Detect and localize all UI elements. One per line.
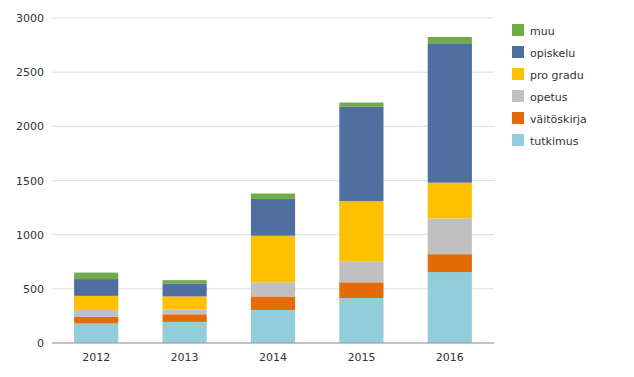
legend: muu opiskelu pro gradu opetus väitöskirja tut… bbox=[512, 24, 587, 148]
bar-segment bbox=[163, 280, 207, 283]
grid-line bbox=[52, 18, 494, 19]
legend-swatch bbox=[512, 68, 524, 80]
legend-label: opetus bbox=[530, 91, 568, 104]
y-tick-label: 2000 bbox=[16, 120, 44, 133]
bar-segment bbox=[428, 183, 472, 219]
bar-segment bbox=[74, 273, 118, 280]
bar-segment bbox=[74, 317, 118, 324]
bar-segment bbox=[339, 201, 383, 261]
bar-segment bbox=[251, 199, 295, 236]
chart-container: 0 500 1000 1500 2000 2500 3000 2012 2013 2014 2015… bbox=[0, 0, 634, 377]
legend-swatch bbox=[512, 46, 524, 58]
bar-segment bbox=[74, 310, 118, 317]
series bbox=[74, 183, 472, 310]
bars bbox=[74, 37, 472, 343]
x-tick-label: 2015 bbox=[347, 351, 375, 364]
bar-segment bbox=[339, 261, 383, 282]
grid bbox=[52, 18, 494, 343]
bar-segment bbox=[339, 107, 383, 201]
legend-swatch bbox=[512, 134, 524, 146]
bar-segment bbox=[428, 37, 472, 44]
legend-label: opiskelu bbox=[530, 47, 575, 60]
y-tick-label: 2500 bbox=[16, 66, 44, 79]
legend-label: väitöskirja bbox=[530, 113, 587, 126]
bar-segment bbox=[339, 282, 383, 298]
x-tick-label: 2014 bbox=[259, 351, 287, 364]
bar-segment bbox=[163, 309, 207, 314]
bar-segment bbox=[428, 218, 472, 254]
bar-segment bbox=[251, 296, 295, 310]
bar-segment bbox=[163, 283, 207, 296]
x-tick-label: 2016 bbox=[436, 351, 464, 364]
y-axis: 0 500 1000 1500 2000 2500 3000 bbox=[16, 12, 44, 350]
bar-segment bbox=[251, 194, 295, 199]
legend-swatch bbox=[512, 112, 524, 124]
bar-segment bbox=[428, 272, 472, 343]
bar-segment bbox=[74, 279, 118, 296]
bar-segment bbox=[428, 254, 472, 272]
y-tick-label: 3000 bbox=[16, 12, 44, 25]
bar-segment bbox=[428, 44, 472, 183]
bar-segment bbox=[339, 103, 383, 107]
bar-segment bbox=[163, 314, 207, 322]
legend-label: tutkimus bbox=[530, 135, 579, 148]
x-axis-line bbox=[52, 343, 494, 344]
bar-segment bbox=[251, 236, 295, 283]
y-tick-label: 0 bbox=[37, 337, 44, 350]
series bbox=[74, 44, 472, 296]
grid-line bbox=[52, 343, 494, 344]
y-tick-label: 500 bbox=[23, 283, 44, 296]
chart-svg: 0 500 1000 1500 2000 2500 3000 2012 2013 2014 2015… bbox=[0, 0, 634, 377]
bar-segment bbox=[74, 324, 118, 344]
y-tick-label: 1500 bbox=[16, 175, 44, 188]
series bbox=[74, 37, 472, 283]
legend-label: muu bbox=[530, 25, 555, 38]
bar-segment bbox=[163, 296, 207, 309]
x-tick-label: 2012 bbox=[82, 351, 110, 364]
bar-segment bbox=[339, 298, 383, 343]
bar-segment bbox=[74, 296, 118, 310]
legend-label: pro gradu bbox=[530, 69, 584, 82]
bar-segment bbox=[163, 322, 207, 343]
bar-segment bbox=[251, 310, 295, 343]
x-tick-label: 2013 bbox=[171, 351, 199, 364]
series bbox=[74, 272, 472, 343]
y-tick-label: 1000 bbox=[16, 229, 44, 242]
legend-swatch bbox=[512, 24, 524, 36]
bar-segment bbox=[251, 282, 295, 296]
x-axis: 2012 2013 2014 2015 2016 bbox=[52, 343, 494, 364]
legend-swatch bbox=[512, 90, 524, 102]
